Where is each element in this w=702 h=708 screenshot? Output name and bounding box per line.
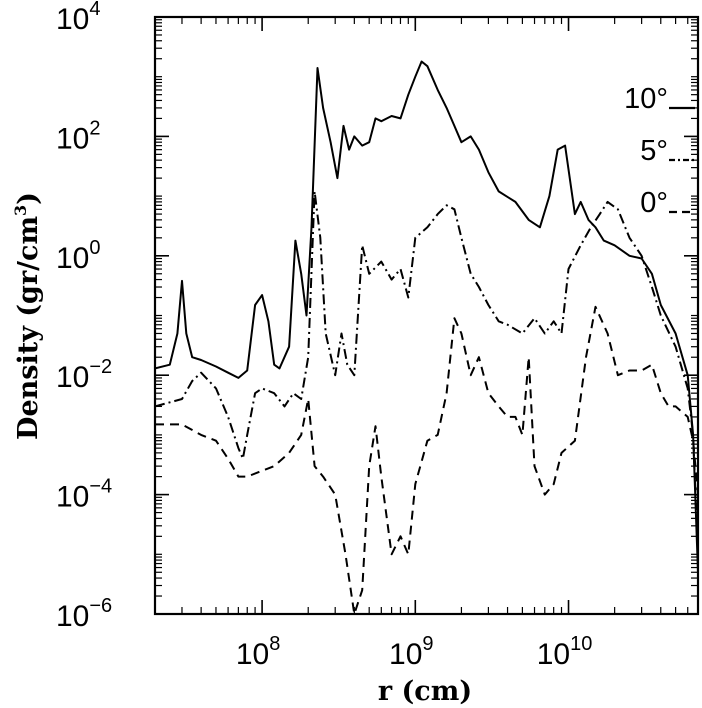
- y-tick-label: 10−2: [56, 356, 112, 394]
- y-axis-title-close: ): [13, 192, 44, 205]
- legend-label: 0°: [640, 187, 668, 219]
- x-tick-label: 108: [236, 633, 281, 671]
- y-tick-label: 104: [56, 0, 101, 36]
- y-tick-labels: 10−6 10−4 10−2 100 102 104: [56, 0, 112, 633]
- legend-label: 5°: [640, 135, 668, 167]
- y-tick-label: 100: [56, 237, 101, 275]
- x-tick-label: 109: [389, 633, 434, 671]
- y-axis-title-sup: 3: [11, 205, 30, 216]
- x-axis-title: r (cm): [378, 676, 472, 707]
- x-tick-labels: 108 109 1010: [236, 633, 592, 671]
- series-line-dashed: [155, 305, 698, 614]
- axis-ticks: [154, 16, 699, 615]
- y-tick-label: 10−4: [56, 476, 112, 514]
- y-tick-label: 10−6: [56, 595, 112, 633]
- series-line-solid: [155, 60, 698, 573]
- x-tick-label: 1010: [537, 633, 593, 671]
- legend: 10° 5° 0°: [624, 83, 695, 219]
- series-layer: [155, 60, 698, 614]
- y-tick-label: 102: [56, 117, 101, 155]
- y-axis-title-main: Density (gr/cm: [13, 216, 44, 440]
- y-axis-title: Density (gr/cm3): [11, 192, 44, 440]
- plot-frame: [153, 15, 700, 616]
- series-line-dashdot: [155, 190, 698, 555]
- legend-label: 10°: [624, 83, 668, 115]
